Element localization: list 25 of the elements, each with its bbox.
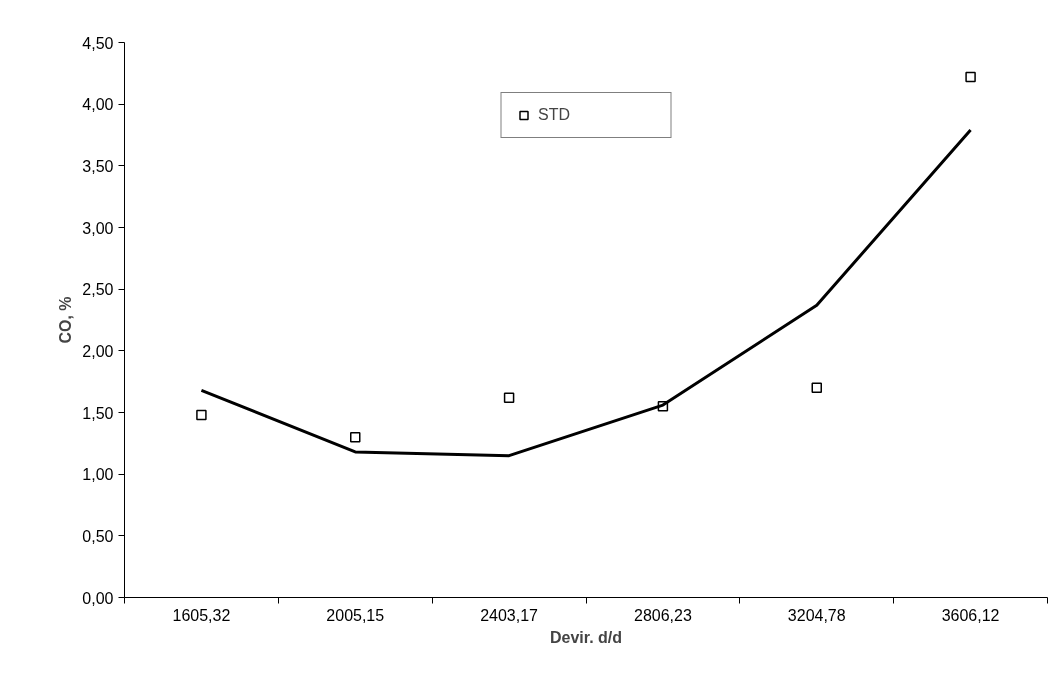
legend-label: STD <box>538 106 571 124</box>
y-axis-title: CO, % <box>57 296 75 344</box>
point <box>811 382 822 394</box>
line-series <box>199 128 973 458</box>
y-tick-label: 2,50 <box>82 281 114 299</box>
y-tick-label: 4,00 <box>82 96 114 114</box>
y-tick-label: 3,00 <box>82 219 114 237</box>
y-tick-label: 1,50 <box>82 404 114 422</box>
y-tick-label: 3,50 <box>82 157 114 175</box>
x-tick-label: 3204,78 <box>787 606 846 624</box>
x-tick-label: 2005,15 <box>326 606 385 624</box>
y-tick-label: 2,00 <box>82 342 114 360</box>
point <box>965 71 976 83</box>
y-tick-label: 1,00 <box>82 466 114 484</box>
x-tick-label: 1605,32 <box>172 606 231 624</box>
y-tick-label: 0,50 <box>82 527 114 545</box>
point <box>350 431 361 443</box>
y-tick-label: 0,00 <box>82 589 114 607</box>
x-axis-title: Devir. d/d <box>549 628 623 646</box>
point <box>196 409 207 421</box>
point <box>503 392 515 403</box>
x-tick-label: 2403,17 <box>480 606 539 624</box>
x-tick-label: 3606,12 <box>941 606 1000 624</box>
x-tick-label: 2806,23 <box>634 606 692 624</box>
y-tick-label: 4,50 <box>82 34 114 52</box>
